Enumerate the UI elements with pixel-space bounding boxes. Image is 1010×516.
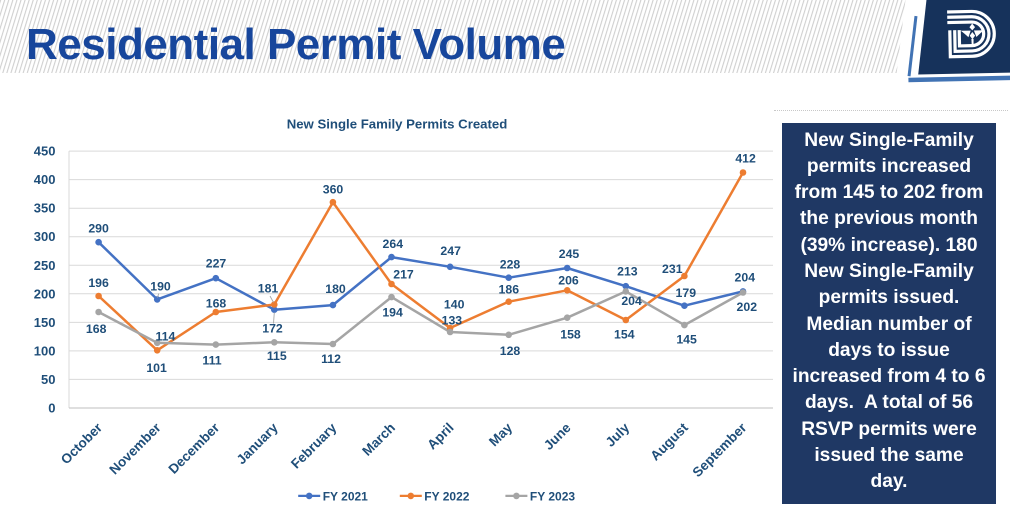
svg-text:FY 2022: FY 2022 [424, 489, 469, 503]
svg-text:227: 227 [206, 256, 227, 270]
svg-text:145: 145 [676, 333, 697, 347]
svg-text:0: 0 [48, 401, 55, 416]
svg-text:50: 50 [41, 372, 55, 387]
svg-text:400: 400 [34, 172, 56, 187]
svg-text:April: April [424, 420, 456, 452]
svg-text:101: 101 [146, 361, 167, 375]
svg-text:247: 247 [440, 244, 461, 258]
svg-text:August: August [647, 420, 691, 464]
svg-text:150: 150 [34, 315, 56, 330]
svg-text:September: September [690, 419, 750, 479]
svg-text:140: 140 [444, 298, 465, 312]
svg-text:168: 168 [86, 322, 107, 336]
svg-text:231: 231 [662, 262, 683, 276]
svg-text:112: 112 [321, 352, 341, 366]
svg-text:100: 100 [34, 343, 56, 358]
svg-text:172: 172 [262, 322, 283, 336]
svg-text:350: 350 [34, 201, 56, 216]
svg-text:FY 2021: FY 2021 [323, 489, 368, 503]
svg-text:250: 250 [34, 258, 56, 273]
svg-text:196: 196 [88, 276, 109, 290]
svg-text:March: March [359, 420, 398, 459]
svg-text:190: 190 [150, 279, 171, 293]
svg-text:204: 204 [735, 271, 756, 285]
svg-text:300: 300 [34, 229, 56, 244]
svg-text:158: 158 [560, 327, 581, 341]
svg-text:New Single Family Permits Crea: New Single Family Permits Created [287, 117, 508, 132]
svg-text:179: 179 [676, 286, 697, 300]
svg-text:February: February [288, 420, 340, 472]
svg-text:245: 245 [559, 247, 580, 261]
svg-text:412: 412 [735, 151, 756, 165]
svg-text:186: 186 [499, 283, 520, 297]
svg-text:January: January [234, 420, 282, 468]
svg-text:October: October [58, 419, 106, 467]
svg-text:133: 133 [442, 314, 463, 328]
svg-text:200: 200 [34, 286, 56, 301]
svg-text:180: 180 [325, 282, 346, 296]
svg-text:November: November [106, 419, 164, 477]
svg-text:228: 228 [500, 258, 521, 272]
svg-text:213: 213 [617, 265, 638, 279]
svg-text:217: 217 [393, 268, 414, 282]
svg-text:FY 2023: FY 2023 [530, 489, 575, 503]
svg-text:202: 202 [737, 300, 758, 314]
svg-text:128: 128 [500, 344, 521, 358]
svg-text:168: 168 [206, 296, 227, 310]
svg-text:181: 181 [258, 281, 279, 295]
svg-text:360: 360 [323, 182, 344, 196]
svg-text:194: 194 [382, 305, 403, 319]
svg-text:June: June [541, 420, 574, 453]
svg-text:111: 111 [202, 353, 221, 367]
svg-text:December: December [166, 419, 223, 476]
svg-text:264: 264 [383, 237, 404, 251]
svg-text:204: 204 [621, 294, 642, 308]
svg-text:115: 115 [267, 349, 287, 363]
svg-text:450: 450 [34, 144, 56, 159]
svg-text:May: May [486, 420, 516, 450]
svg-text:114: 114 [155, 330, 175, 344]
svg-text:206: 206 [558, 274, 579, 288]
svg-text:290: 290 [88, 222, 109, 236]
svg-text:154: 154 [614, 327, 635, 341]
svg-text:July: July [603, 420, 633, 450]
